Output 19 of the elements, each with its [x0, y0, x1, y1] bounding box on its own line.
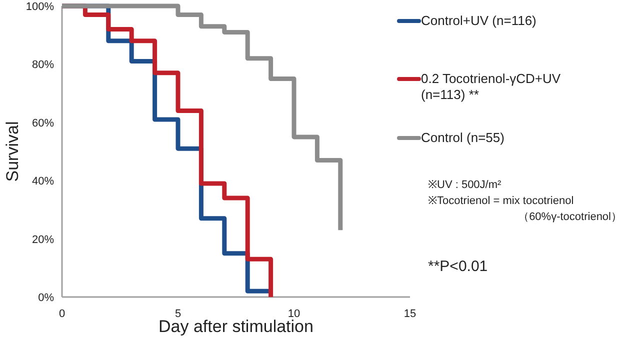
- y-tick-label: 20%: [32, 234, 54, 246]
- x-axis-title: Day after stimulation: [158, 317, 314, 336]
- x-tick-label: 10: [288, 308, 300, 320]
- x-tick-label: 15: [404, 308, 416, 320]
- legend-label: Control (n=55): [421, 130, 504, 145]
- text: （60%γ-tocotrienol）: [518, 211, 622, 223]
- text: **P<0.01: [428, 258, 488, 275]
- legend-label: 0.2 Tocotrienol-γCD+UV (n=113) **: [421, 71, 561, 102]
- text: ※UV : 500J/m²: [428, 179, 502, 191]
- y-tick-label: 40%: [32, 176, 54, 188]
- x-tick-label: 5: [174, 308, 182, 320]
- y-tick-label: 80%: [32, 59, 54, 72]
- y-axis-title: Survival: [3, 121, 22, 182]
- x-tick-label: 0: [58, 308, 66, 320]
- y-tick-label: 60%: [32, 117, 54, 130]
- y-tick-label: 100%: [26, 1, 54, 13]
- legend-label: Control+UV (n=116): [421, 13, 536, 28]
- text: ※Tocotrienol = mix tocotrienol: [428, 195, 574, 207]
- y-tick-label: 0%: [38, 292, 54, 304]
